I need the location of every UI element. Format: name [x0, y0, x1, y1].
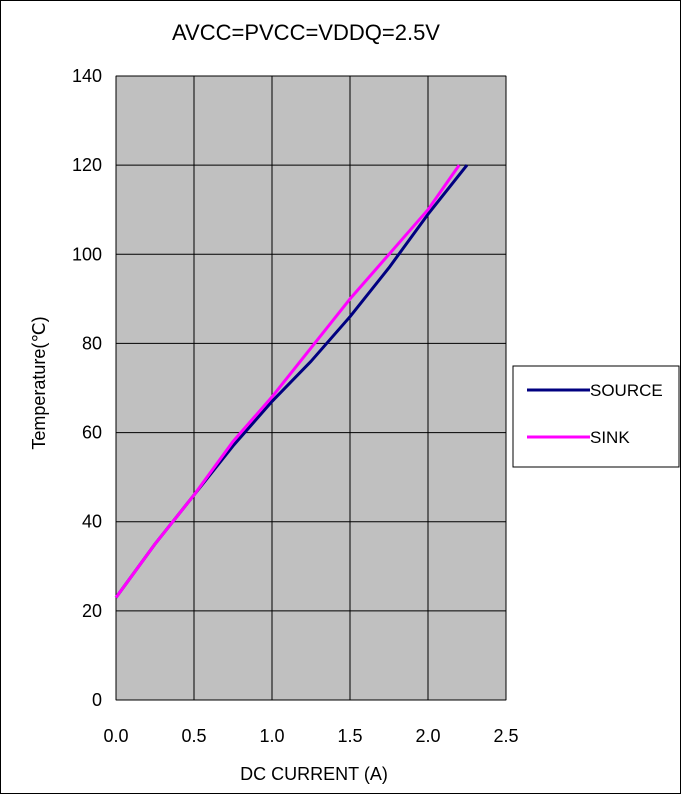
y-tick-labels: 0 20 40 60 80 100 120 140 [72, 66, 102, 710]
legend-box [512, 365, 680, 468]
y-tick-label: 20 [82, 601, 102, 621]
x-axis-label: DC CURRENT (A) [240, 764, 388, 784]
legend: SOURCE SINK [512, 365, 680, 468]
x-tick-label: 2.0 [415, 726, 440, 746]
series-line-sink [114, 164, 461, 599]
y-tick-label: 60 [82, 423, 102, 443]
y-tick-label: 0 [92, 690, 102, 710]
y-tick-label: 120 [72, 155, 102, 175]
chart-title: AVCC=PVCC=VDDQ=2.5V [172, 20, 440, 45]
x-tick-label: 0.0 [103, 726, 128, 746]
y-tick-label: 100 [72, 244, 102, 264]
plot-area [114, 75, 507, 701]
y-tick-label: 140 [72, 66, 102, 86]
x-tick-label: 0.5 [181, 726, 206, 746]
plot-background [115, 75, 507, 701]
legend-label-source: SOURCE [590, 381, 663, 400]
y-tick-label: 40 [82, 512, 102, 532]
legend-label-sink: SINK [590, 428, 630, 447]
x-tick-label: 1.0 [259, 726, 284, 746]
y-tick-label: 80 [82, 333, 102, 353]
x-tick-label: 1.5 [337, 726, 362, 746]
series-layer [114, 164, 469, 599]
x-tick-label: 2.5 [493, 726, 518, 746]
x-tick-labels: 0.0 0.5 1.0 1.5 2.0 2.5 [103, 726, 518, 746]
y-axis-label: Temperature(℃) [29, 316, 49, 449]
